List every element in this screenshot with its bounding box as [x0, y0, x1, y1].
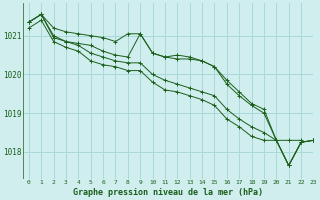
- X-axis label: Graphe pression niveau de la mer (hPa): Graphe pression niveau de la mer (hPa): [73, 188, 263, 197]
